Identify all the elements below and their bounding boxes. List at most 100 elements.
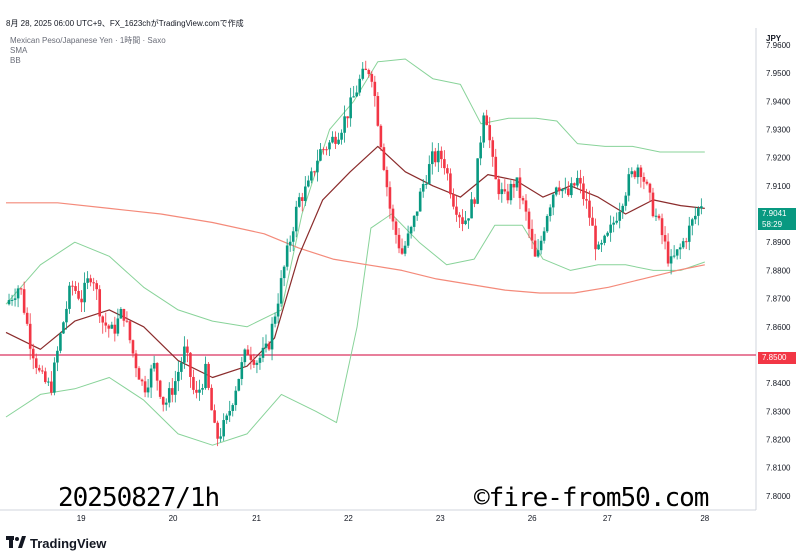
candle-body	[346, 116, 349, 119]
candle-body	[255, 362, 259, 365]
candle-body	[116, 318, 120, 334]
candle-body	[37, 367, 41, 371]
price-tick-label: 7.8400	[766, 379, 791, 388]
candle-body	[334, 136, 337, 144]
candle-body	[270, 323, 274, 350]
price-tick-label: 7.9600	[766, 41, 791, 50]
candle-body	[542, 231, 546, 241]
candle-body	[285, 245, 289, 267]
candle-body	[485, 115, 488, 126]
candle-body	[128, 321, 132, 341]
candle-body	[521, 198, 525, 201]
candle-body	[25, 312, 29, 324]
candle-body	[461, 217, 464, 225]
footer[interactable]: TradingView	[6, 534, 106, 552]
candle-body	[352, 96, 355, 98]
candle-body	[412, 215, 416, 227]
candle-body	[294, 206, 298, 232]
candle-body	[92, 282, 95, 284]
symbol-label[interactable]: Mexican Peso/Japanese Yen · 1時間 · Saxo	[10, 36, 166, 45]
candle-body	[681, 241, 685, 248]
candle-body	[249, 354, 253, 360]
candle-body	[497, 179, 501, 195]
candle-body	[195, 389, 198, 393]
date-tick-label: 23	[436, 514, 445, 523]
level-price-tag: 7.8500	[758, 352, 796, 364]
date-tick-label: 26	[528, 514, 537, 523]
candle-body	[158, 380, 162, 397]
candle-body	[482, 115, 485, 143]
candle-body	[264, 343, 268, 348]
candle-body	[624, 195, 628, 206]
candle-body	[297, 197, 301, 207]
candle-body	[567, 188, 570, 196]
candle-body	[279, 278, 283, 304]
indicator-sma-label[interactable]: SMA	[10, 46, 28, 55]
candle-body	[95, 283, 98, 290]
candle-body	[524, 200, 528, 212]
candle-body	[137, 368, 141, 380]
candle-body	[645, 181, 649, 184]
candle-body	[627, 174, 631, 196]
candle-body	[267, 343, 271, 350]
candle-body	[125, 320, 129, 322]
candle-body	[488, 125, 492, 141]
price-tick-label: 7.8600	[766, 323, 791, 332]
candle-body	[648, 183, 652, 193]
candle-body	[687, 225, 691, 242]
candle-body	[494, 156, 498, 180]
candle-body	[385, 169, 389, 188]
candle-body	[545, 216, 549, 232]
candle-body	[131, 340, 135, 354]
indicator-bb-label[interactable]: BB	[10, 56, 21, 65]
candle-body	[597, 244, 600, 250]
date-tick-label: 22	[344, 514, 353, 523]
candle-body	[155, 363, 159, 381]
candle-body	[83, 282, 86, 303]
candle-body	[198, 389, 201, 393]
candle-body	[243, 349, 247, 363]
candle-body	[50, 381, 53, 393]
candle-body	[576, 177, 579, 186]
candle-body	[388, 187, 392, 209]
candle-body	[621, 205, 625, 212]
candle-body	[430, 151, 434, 165]
candle-body	[591, 217, 594, 226]
candle-body	[34, 358, 38, 368]
price-tick-label: 7.8200	[766, 436, 791, 445]
candle-body	[331, 136, 334, 143]
candle-body	[53, 362, 56, 393]
candle-body	[288, 241, 292, 246]
candle-body	[654, 215, 658, 217]
date-tick-label: 21	[252, 514, 261, 523]
candle-body	[518, 177, 522, 199]
candle-body	[527, 211, 531, 229]
candle-body	[328, 142, 331, 150]
candle-body	[44, 371, 47, 383]
candle-body	[609, 224, 612, 233]
candle-body	[473, 199, 476, 204]
price-tick-label: 7.9300	[766, 125, 791, 134]
candle-body	[16, 288, 20, 299]
candle-body	[355, 92, 358, 97]
candle-body	[421, 184, 425, 192]
candle-body	[261, 347, 265, 358]
candle-body	[669, 256, 673, 264]
candle-body	[364, 68, 368, 70]
candle-body	[161, 396, 165, 405]
candle-body	[530, 228, 534, 241]
candle-body	[307, 180, 310, 187]
candle-body	[62, 322, 65, 334]
candle-body	[89, 278, 92, 283]
candle-body	[340, 132, 343, 140]
bollinger-upper-band	[5, 58, 705, 328]
candle-body	[134, 353, 138, 369]
candle-body	[536, 250, 540, 257]
candle-body	[140, 379, 144, 382]
candle-body	[304, 186, 307, 201]
candle-body	[300, 197, 304, 201]
candle-body	[98, 289, 102, 317]
chart-header: 8月 28, 2025 06:00 UTC+9、FX_1623chがTradin…	[6, 19, 244, 28]
candle-body	[382, 147, 386, 170]
